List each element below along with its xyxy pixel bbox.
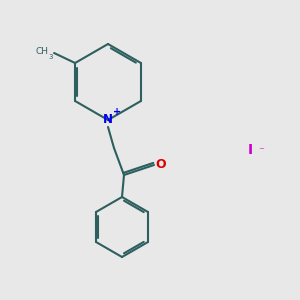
Text: 3: 3 [49, 54, 53, 60]
Text: ⁻: ⁻ [258, 146, 264, 157]
Text: +: + [113, 107, 121, 117]
Text: O: O [156, 158, 166, 171]
Text: CH: CH [36, 47, 49, 56]
Text: N: N [103, 113, 113, 127]
Text: I: I [248, 143, 253, 157]
